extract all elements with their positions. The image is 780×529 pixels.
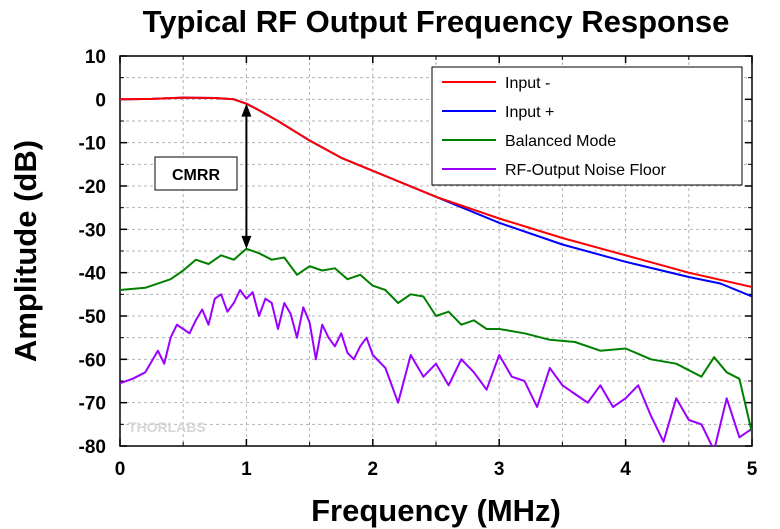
x-tick-label: 5 (747, 459, 758, 480)
x-tick-label: 2 (368, 459, 379, 480)
x-tick-label: 1 (241, 459, 252, 480)
x-tick-label: 3 (494, 459, 505, 480)
legend: Input - Input + Balanced Mode RF-Output Noi… (431, 66, 743, 186)
y-tick-label: -80 (79, 437, 106, 458)
y-tick-label: 0 (95, 90, 106, 111)
y-tick-labels: 10 0 -10 -20 -30 -40 -50 -60 -70 -80 (79, 47, 106, 458)
axis-ticks (119, 55, 753, 447)
y-tick-label: -50 (79, 307, 106, 328)
x-tick-labels: 0 1 2 3 4 5 (115, 459, 758, 480)
y-tick-label: -20 (79, 177, 106, 198)
y-tick-label: 10 (85, 47, 106, 68)
grid (120, 56, 752, 446)
y-tick-label: -10 (79, 134, 106, 155)
y-tick-label: -30 (79, 220, 106, 241)
cmrr-label: CMRR (172, 167, 220, 184)
x-tick-label: 0 (115, 459, 126, 480)
y-axis-title: Amplitude (dB) (8, 140, 43, 362)
series-lines (120, 96, 752, 446)
chart-title: Typical RF Output Frequency Response (143, 4, 730, 39)
series-line-balanced-mode (120, 247, 752, 434)
legend-label: RF-Output Noise Floor (505, 162, 667, 179)
legend-label: Input - (505, 75, 550, 92)
cmrr-arrowhead-top (241, 103, 252, 117)
series-line-rf-output-noise-floor (120, 289, 752, 446)
watermark-logo: THORLABS (128, 419, 206, 435)
cmrr-arrowhead-bottom (241, 235, 252, 249)
legend-label: Input + (505, 104, 554, 121)
x-axis-title: Frequency (MHz) (311, 493, 561, 528)
legend-label: Balanced Mode (505, 133, 616, 150)
y-tick-label: -70 (79, 394, 106, 415)
cmrr-annotation: CMRR (154, 103, 252, 249)
y-tick-label: -60 (79, 350, 106, 371)
x-tick-label: 4 (620, 459, 631, 480)
legend-box (431, 66, 743, 186)
series-line-input (120, 96, 752, 288)
y-tick-label: -40 (79, 264, 106, 285)
cmrr-label-box (154, 156, 238, 191)
